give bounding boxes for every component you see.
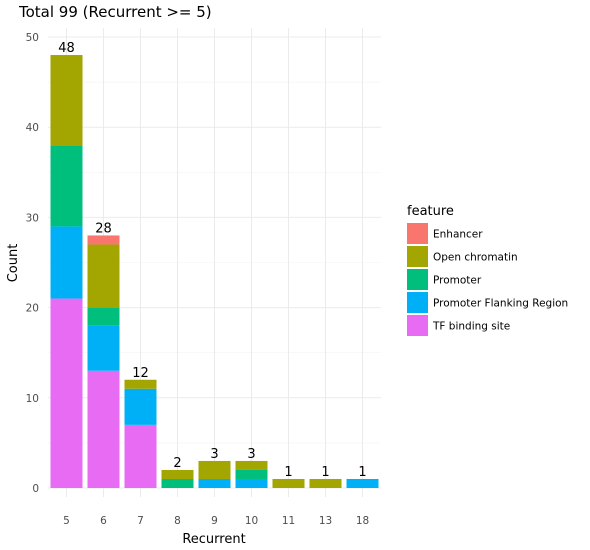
legend-title: feature bbox=[407, 204, 454, 219]
x-tick-label: 13 bbox=[319, 515, 332, 527]
y-tick-label: 50 bbox=[26, 32, 39, 44]
bar-open-chromatin-5 bbox=[50, 55, 83, 146]
bar-tf-binding-site-6 bbox=[87, 370, 120, 488]
x-tick-label: 9 bbox=[211, 515, 218, 527]
x-axis-title: Recurrent bbox=[182, 532, 245, 547]
x-tick-label: 18 bbox=[356, 515, 369, 527]
bar-total-label: 1 bbox=[358, 465, 366, 480]
x-tick-label: 8 bbox=[174, 515, 181, 527]
legend-key-tf-binding-site bbox=[407, 315, 428, 336]
bar-open-chromatin-11 bbox=[272, 478, 305, 488]
bar-open-chromatin-6 bbox=[87, 244, 120, 308]
y-axis-title: Count bbox=[6, 244, 21, 283]
bar-total-label: 2 bbox=[173, 456, 181, 471]
y-tick-label: 0 bbox=[32, 483, 39, 495]
y-tick-label: 20 bbox=[26, 303, 39, 315]
bar-total-label: 1 bbox=[284, 465, 292, 480]
x-tick-label: 11 bbox=[282, 515, 295, 527]
chart-title: Total 99 (Recurrent >= 5) bbox=[18, 3, 212, 21]
bar-promoter-flanking-region-9 bbox=[198, 478, 231, 488]
x-tick-label: 7 bbox=[137, 515, 144, 527]
bar-promoter-flanking-region-6 bbox=[87, 325, 120, 371]
bar-promoter-6 bbox=[87, 307, 120, 326]
bar-open-chromatin-7 bbox=[124, 379, 157, 389]
bars bbox=[50, 55, 379, 488]
bar-enhancer-6 bbox=[87, 235, 120, 245]
bar-promoter-flanking-region-18 bbox=[346, 478, 379, 488]
y-tick-label: 40 bbox=[26, 122, 39, 134]
legend-label-promoter: Promoter bbox=[433, 275, 482, 287]
bar-total-label: 28 bbox=[95, 221, 112, 236]
legend-key-enhancer bbox=[407, 223, 428, 244]
bar-open-chromatin-8 bbox=[161, 469, 194, 479]
y-tick-label: 10 bbox=[26, 393, 39, 405]
x-tick-label: 5 bbox=[63, 515, 70, 527]
legend-key-promoter bbox=[407, 269, 428, 290]
bar-total-label: 1 bbox=[321, 465, 329, 480]
y-tick-label: 30 bbox=[26, 212, 39, 224]
bar-total-labels: 48 28 12 2 3 3 1 1 1 bbox=[58, 41, 366, 480]
legend-key-open-chromatin bbox=[407, 246, 428, 267]
bar-total-label: 48 bbox=[58, 41, 75, 56]
bar-tf-binding-site-7 bbox=[124, 424, 157, 488]
bar-promoter-8 bbox=[161, 478, 194, 488]
bar-promoter-10 bbox=[235, 469, 268, 479]
y-axis-ticks: 0 10 20 30 40 50 bbox=[26, 32, 39, 495]
legend-label-tf-binding-site: TF binding site bbox=[432, 321, 510, 333]
bar-promoter-flanking-region-5 bbox=[50, 226, 83, 299]
bar-total-label: 3 bbox=[210, 447, 218, 462]
bar-promoter-5 bbox=[50, 145, 83, 227]
bar-promoter-flanking-region-7 bbox=[124, 388, 157, 425]
legend-label-open-chromatin: Open chromatin bbox=[433, 252, 518, 264]
x-tick-label: 6 bbox=[100, 515, 107, 527]
bar-open-chromatin-9 bbox=[198, 460, 231, 479]
bar-total-label: 3 bbox=[247, 447, 255, 462]
x-tick-label: 10 bbox=[245, 515, 258, 527]
bar-promoter-flanking-region-10 bbox=[235, 478, 268, 488]
legend-items: Enhancer Open chromatin Promoter Promoter F… bbox=[407, 223, 568, 336]
x-axis-ticks: 5 6 7 8 9 10 11 13 18 bbox=[63, 515, 369, 527]
bar-open-chromatin-13 bbox=[309, 478, 342, 488]
legend-label-enhancer: Enhancer bbox=[433, 229, 483, 241]
bar-total-label: 12 bbox=[132, 366, 149, 381]
legend-key-promoter-flanking-region bbox=[407, 292, 428, 313]
legend: feature Enhancer Open chromatin Promoter Pr… bbox=[407, 204, 568, 336]
bar-open-chromatin-10 bbox=[235, 460, 268, 470]
bar-tf-binding-site-5 bbox=[50, 298, 83, 488]
legend-label-promoter-flanking-region: Promoter Flanking Region bbox=[433, 298, 568, 310]
